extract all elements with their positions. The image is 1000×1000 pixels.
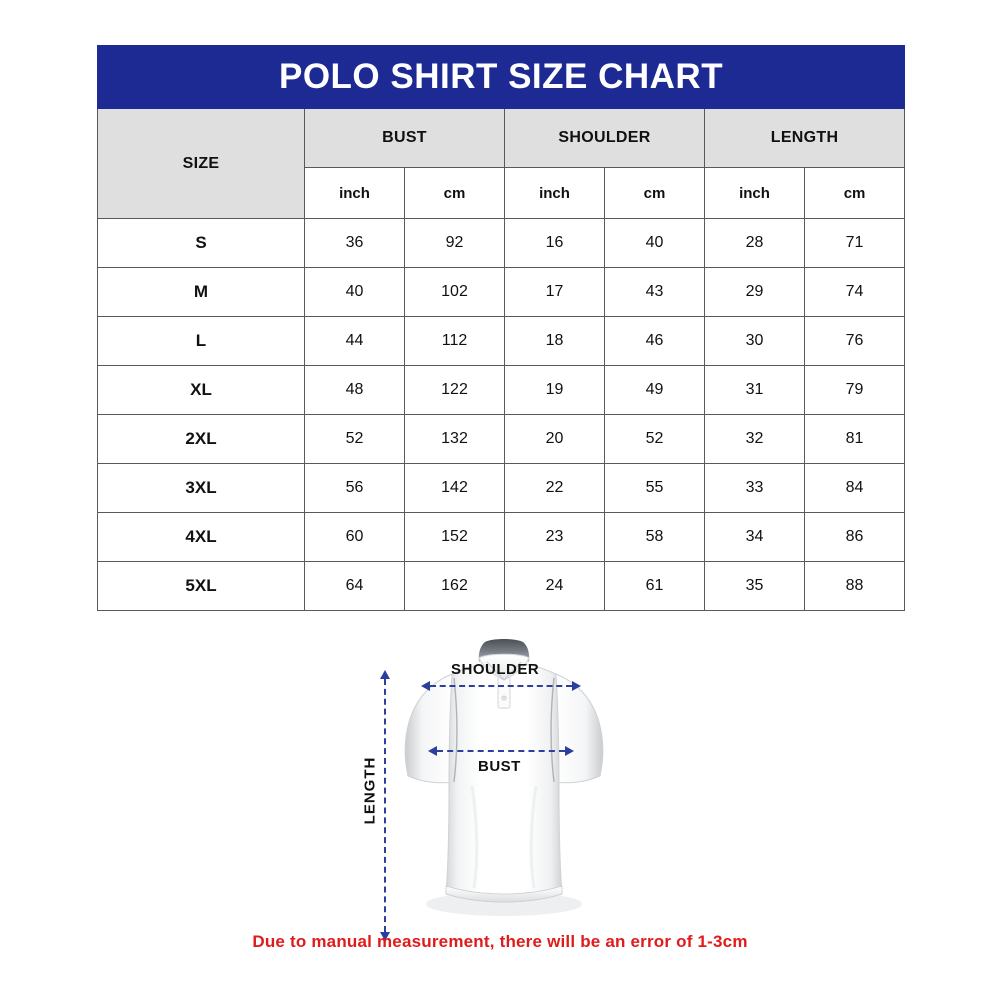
- cell-shoulder-in: 17: [504, 267, 605, 317]
- cell-bust-cm: 122: [404, 365, 505, 415]
- chart-title-row: POLO SHIRT SIZE CHART: [96, 45, 906, 109]
- size-chart-body: S 36 92 16 40 28 71 M 40 102 17 43 29 74 L 44 112 18 46 30 7…: [97, 218, 906, 611]
- cell-length-in: 32: [704, 414, 805, 464]
- cell-shoulder-cm: 49: [604, 365, 705, 415]
- cell-shoulder-in: 24: [504, 561, 605, 611]
- cell-bust-cm: 92: [404, 218, 505, 268]
- shoulder-measure-arrow: [421, 681, 581, 691]
- cell-bust-cm: 152: [404, 512, 505, 562]
- fabric-fold-right: [529, 785, 538, 889]
- cell-bust-cm: 102: [404, 267, 505, 317]
- page-title: POLO SHIRT SIZE CHART: [96, 45, 906, 109]
- cell-length-in: 33: [704, 463, 805, 513]
- cell-length-cm: 79: [803, 365, 906, 415]
- cell-length-cm: 71: [803, 218, 906, 268]
- cell-bust-in: 48: [304, 365, 405, 415]
- cell-shoulder-in: 23: [504, 512, 605, 562]
- cell-bust-cm: 132: [404, 414, 505, 464]
- measurement-disclaimer: Due to manual measurement, there will be…: [252, 932, 748, 951]
- cell-length-cm: 84: [803, 463, 906, 513]
- column-group-shoulder: SHOULDER: [504, 108, 705, 168]
- table-row: 4XL 60 152 23 58 34 86: [97, 512, 906, 562]
- cell-bust-in: 36: [304, 218, 405, 268]
- column-group-size: SIZE: [97, 108, 305, 219]
- cell-bust-in: 60: [304, 512, 405, 562]
- table-row: S 36 92 16 40 28 71: [97, 218, 906, 268]
- collar-outer: [478, 653, 530, 681]
- cell-shoulder-cm: 46: [604, 316, 705, 366]
- right-armhole-seam: [550, 677, 555, 783]
- unit-length-cm: cm: [803, 167, 906, 219]
- unit-bust-inch: inch: [304, 167, 405, 219]
- measurement-illustration: LENGTH SHOULDER BUST: [0, 622, 1000, 941]
- cell-shoulder-cm: 55: [604, 463, 705, 513]
- shoulder-measure-label: SHOULDER: [451, 661, 540, 678]
- size-label: 5XL: [97, 561, 305, 611]
- column-group-bust: BUST: [304, 108, 505, 168]
- table-row: L 44 112 18 46 30 76: [97, 316, 906, 366]
- bust-measure-label: BUST: [478, 758, 521, 775]
- cell-bust-in: 40: [304, 267, 405, 317]
- bust-measure-arrow: [428, 746, 574, 756]
- cell-shoulder-in: 22: [504, 463, 605, 513]
- cell-length-cm: 74: [803, 267, 906, 317]
- cell-shoulder-cm: 61: [604, 561, 705, 611]
- cell-length-cm: 86: [803, 512, 906, 562]
- cell-shoulder-in: 20: [504, 414, 605, 464]
- size-label: M: [97, 267, 305, 317]
- cell-length-cm: 76: [803, 316, 906, 366]
- size-label: XL: [97, 365, 305, 415]
- unit-length-inch: inch: [704, 167, 805, 219]
- unit-header-row: inch cm inch cm inch cm: [98, 167, 906, 219]
- length-measure-arrow: [380, 670, 390, 941]
- cell-length-in: 28: [704, 218, 805, 268]
- cell-bust-cm: 162: [404, 561, 505, 611]
- placket-button-bottom: [501, 695, 507, 701]
- cell-length-in: 30: [704, 316, 805, 366]
- cell-length-cm: 88: [803, 561, 906, 611]
- cell-bust-in: 56: [304, 463, 405, 513]
- cell-length-in: 35: [704, 561, 805, 611]
- polo-shirt-illustration: [404, 639, 604, 916]
- table-row: 2XL 52 132 20 52 32 81: [97, 414, 906, 464]
- group-header-row: SIZE BUST SHOULDER LENGTH: [97, 108, 906, 219]
- cell-length-in: 29: [704, 267, 805, 317]
- unit-shoulder-cm: cm: [604, 167, 705, 219]
- cell-bust-in: 64: [304, 561, 405, 611]
- table-row: XL 48 122 19 49 31 79: [97, 365, 906, 415]
- column-group-length: LENGTH: [703, 108, 906, 168]
- table-row: 5XL 64 162 24 61 35 88: [97, 561, 906, 611]
- size-label: 4XL: [97, 512, 305, 562]
- cell-length-cm: 81: [803, 414, 906, 464]
- cell-bust-in: 44: [304, 316, 405, 366]
- cell-shoulder-cm: 58: [604, 512, 705, 562]
- collar-right-fold: [503, 661, 522, 681]
- cell-bust-in: 52: [304, 414, 405, 464]
- table-row: 3XL 56 142 22 55 33 84: [97, 463, 906, 513]
- cell-length-in: 31: [704, 365, 805, 415]
- fabric-fold-left: [470, 785, 479, 889]
- cell-shoulder-in: 18: [504, 316, 605, 366]
- cell-shoulder-cm: 40: [604, 218, 705, 268]
- left-armhole-seam: [453, 677, 458, 783]
- unit-bust-cm: cm: [404, 167, 505, 219]
- cell-bust-cm: 142: [404, 463, 505, 513]
- size-label: 2XL: [97, 414, 305, 464]
- size-chart-table: POLO SHIRT SIZE CHART SIZE BUST SHOULDER…: [96, 45, 906, 611]
- length-measure-label: LENGTH: [361, 756, 379, 825]
- cell-shoulder-cm: 43: [604, 267, 705, 317]
- size-label: L: [97, 316, 305, 366]
- cell-bust-cm: 112: [404, 316, 505, 366]
- shirt-hem: [445, 885, 563, 903]
- table-row: M 40 102 17 43 29 74: [97, 267, 906, 317]
- cell-shoulder-in: 19: [504, 365, 605, 415]
- size-label: 3XL: [97, 463, 305, 513]
- cell-shoulder-in: 16: [504, 218, 605, 268]
- unit-shoulder-inch: inch: [504, 167, 605, 219]
- cell-length-in: 34: [704, 512, 805, 562]
- cell-shoulder-cm: 52: [604, 414, 705, 464]
- collar-left-fold: [486, 661, 505, 681]
- size-label: S: [97, 218, 305, 268]
